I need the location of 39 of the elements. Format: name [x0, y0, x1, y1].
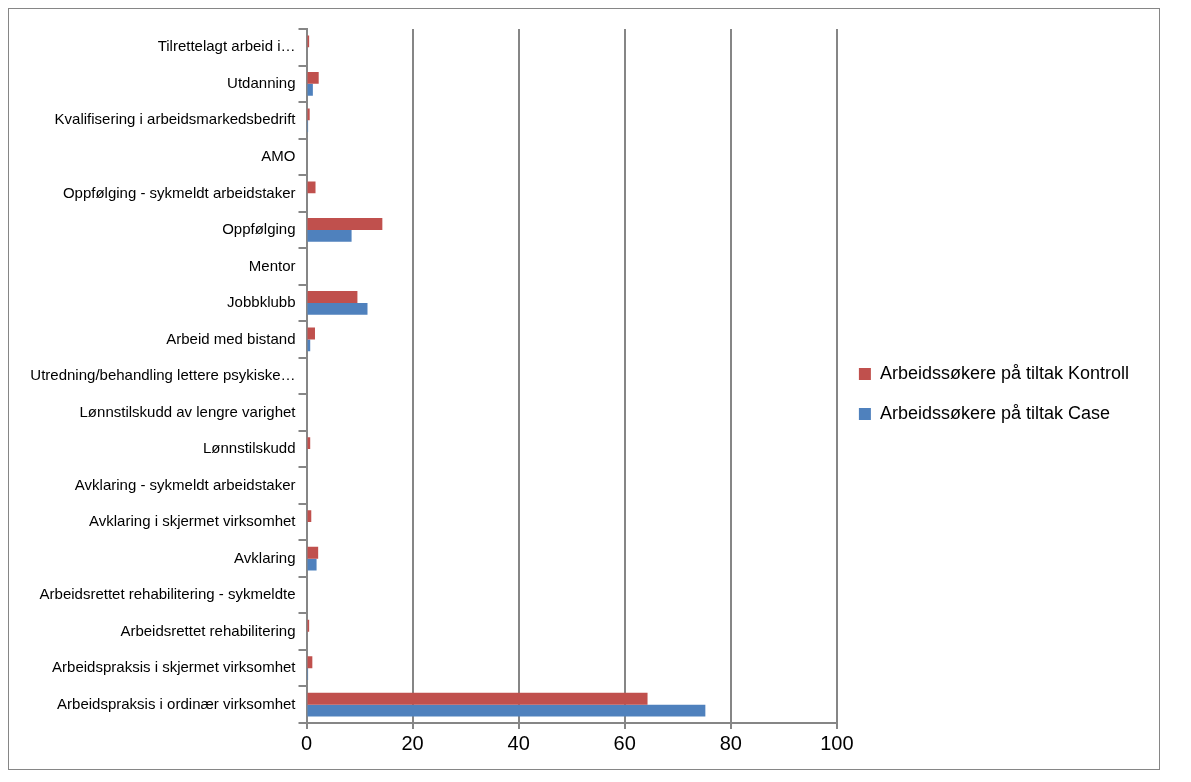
y-tick-label: Avklaring: [234, 548, 296, 566]
y-tick-label: Arbeid med bistand: [166, 329, 296, 347]
bar: [307, 108, 310, 121]
bar: [307, 229, 352, 242]
x-tick-label: 100: [820, 731, 854, 754]
y-tick-label: Arbeidsrettet rehabilitering - sykmeldte: [39, 585, 296, 603]
y-tick-label: Avklaring - sykmeldt arbeidstaker: [74, 475, 296, 493]
y-tick-label: Mentor: [248, 256, 296, 274]
y-tick-label: AMO: [261, 146, 296, 164]
y-tick-label: Tilrettelagt arbeid i…: [157, 37, 296, 55]
x-tick-label: 20: [401, 731, 424, 754]
legend-label: Arbeidssøkere på tiltak Case: [879, 402, 1110, 423]
bar: [307, 558, 317, 571]
y-tick-label: Kvalifisering i arbeidsmarkedsbedrift: [54, 110, 297, 128]
bar: [307, 71, 319, 84]
y-tick-label: Oppfølging: [222, 220, 296, 238]
y-tick-label: Jobbklubb: [227, 293, 296, 311]
x-tick-label: 80: [719, 731, 742, 754]
bar: [307, 546, 319, 559]
bar: [307, 218, 383, 230]
y-tick-label: Utdanning: [227, 73, 296, 91]
x-tick-label: 60: [613, 731, 636, 754]
bar: [307, 704, 706, 717]
bar: [307, 291, 358, 303]
y-tick-label: Utredning/behandling lettere psykiske…: [30, 366, 296, 384]
y-tick-label: Arbeidspraksis i skjermet virksomhet: [52, 658, 297, 676]
y-tick-label: Arbeidsrettet rehabilitering: [120, 621, 296, 639]
y-tick-label: Arbeidspraksis i ordinær virksomhet: [57, 694, 297, 712]
bar: [307, 181, 316, 194]
legend-label: Arbeidssøkere på tiltak Kontroll: [879, 362, 1129, 383]
y-tick-label: Avklaring i skjermet virksomhet: [89, 512, 297, 530]
x-tick-label: 40: [507, 731, 530, 754]
y-tick-label: Lønnstilskudd: [202, 439, 296, 457]
bar: [307, 302, 368, 315]
y-tick-label: Lønnstilskudd av lengre varighet: [79, 402, 297, 420]
x-tick-label: 0: [300, 731, 313, 754]
y-tick-label: Oppfølging - sykmeldt arbeidstaker: [62, 183, 296, 201]
bar: [307, 692, 648, 705]
bar: [307, 83, 313, 96]
